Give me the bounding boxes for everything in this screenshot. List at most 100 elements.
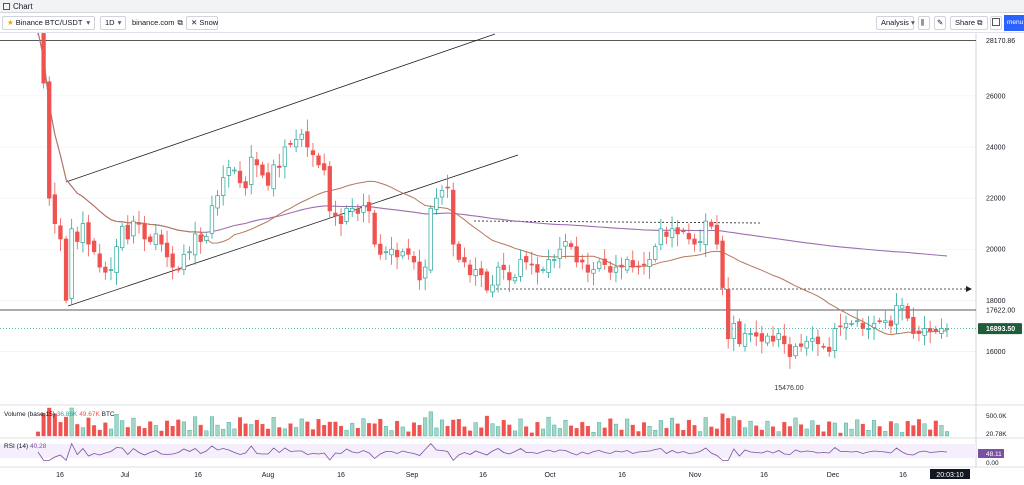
volume-bar <box>108 428 113 437</box>
volume-bar <box>456 419 461 437</box>
candle <box>170 253 175 268</box>
symbol-selector[interactable]: ★ Binance BTC/USDT ▾ <box>2 16 95 30</box>
candle <box>720 240 725 288</box>
candle <box>316 155 321 166</box>
volume-bar <box>378 418 383 437</box>
candle <box>507 272 512 281</box>
volume-bar <box>468 430 473 437</box>
volume-bar <box>131 417 136 437</box>
indicators-button[interactable]: ⫼ <box>918 16 930 30</box>
candle <box>922 328 927 336</box>
volume-bar <box>479 427 484 437</box>
star-icon[interactable]: ★ <box>7 18 14 27</box>
candle <box>80 223 86 243</box>
candle <box>389 248 394 256</box>
candle <box>423 266 428 279</box>
volume-bar <box>546 416 551 437</box>
candle <box>136 222 142 225</box>
candle <box>540 269 546 272</box>
candle <box>394 249 400 258</box>
candle <box>41 33 46 84</box>
volume-bar <box>894 423 899 437</box>
candle <box>613 266 619 273</box>
volume-bar <box>636 431 641 437</box>
candle <box>406 248 411 255</box>
time-axis: 16 Jul 16 Aug 16 Sep 16 Oct 16 Nov 16 Dec 16 <box>56 472 907 479</box>
volume-bar <box>692 425 697 437</box>
channel-lower-line[interactable] <box>67 154 519 307</box>
candle <box>664 231 669 237</box>
channel-upper-line[interactable] <box>65 33 496 183</box>
time-badge <box>930 469 970 479</box>
candle <box>843 322 849 328</box>
x-tick-label: 16 <box>760 472 768 479</box>
volume-bar <box>916 419 921 437</box>
candle <box>344 207 349 222</box>
volume-bar <box>563 420 568 437</box>
volume-bar <box>294 427 299 437</box>
candle <box>63 238 69 301</box>
share-label: Share <box>955 18 976 27</box>
x-tick-label: Nov <box>689 472 702 479</box>
volume-bar <box>36 431 41 437</box>
volume-bar <box>625 418 630 437</box>
candle <box>871 322 877 328</box>
chevron-down-icon: ▾ <box>117 18 122 27</box>
candle <box>265 172 271 186</box>
candle <box>288 142 293 145</box>
candle <box>894 305 899 325</box>
candle <box>512 276 518 282</box>
source-link[interactable]: binance.com ⧉ <box>132 16 183 30</box>
candle <box>120 225 125 249</box>
candle <box>338 215 344 225</box>
candle <box>232 169 237 172</box>
candle <box>529 263 534 266</box>
candle <box>653 246 658 260</box>
candle <box>810 338 815 342</box>
candle <box>759 333 764 342</box>
candle <box>770 335 776 342</box>
x-tick-label: Oct <box>545 472 556 479</box>
low-annotation: 15476.00 <box>774 385 803 392</box>
volume-bar <box>187 430 192 437</box>
y-tick-label: 22000 <box>986 196 1006 203</box>
chart-area[interactable]: 16000 18000 20000 22000 24000 26000 15476.00 … <box>0 23 1024 480</box>
volume-bar <box>52 413 57 437</box>
candle <box>176 268 181 271</box>
candle <box>103 266 108 273</box>
snow-label: Snow <box>199 18 219 27</box>
volume-bar <box>69 407 74 437</box>
volume-bar <box>888 421 893 437</box>
candle <box>580 259 585 263</box>
share-button[interactable]: Share ⧉ <box>950 16 988 30</box>
volume-bar <box>198 424 203 437</box>
analysis-button[interactable]: Analysis ▾ <box>876 16 915 30</box>
candle <box>305 131 310 148</box>
rsi-axis-tick: 0.00 <box>986 460 999 467</box>
volume-bar <box>653 430 658 437</box>
volume-bar <box>383 426 388 437</box>
fullscreen-button[interactable] <box>990 16 1002 30</box>
candle <box>282 146 288 167</box>
candle <box>546 259 551 273</box>
y-tick-label: 24000 <box>986 145 1006 152</box>
snow-button[interactable]: ✕ Snow <box>186 16 218 30</box>
candle <box>226 167 231 176</box>
volume-bar <box>58 422 63 437</box>
interval-selector[interactable]: 1D ▾ <box>100 16 126 30</box>
price-axis: 16000 18000 20000 22000 24000 26000 <box>986 93 1006 356</box>
external-link-icon: ⧉ <box>977 18 983 27</box>
volume-bar <box>827 421 832 437</box>
volume-bar <box>737 420 742 437</box>
candle <box>574 246 579 263</box>
candle <box>131 220 136 237</box>
volume-bar <box>86 417 91 437</box>
menu-button[interactable]: menu <box>1004 15 1024 31</box>
volume-bar <box>860 423 865 437</box>
draw-button[interactable]: ✎ <box>934 16 946 30</box>
candle <box>568 243 574 248</box>
volume-unit: BTC <box>102 411 115 418</box>
candle <box>451 189 456 245</box>
candle <box>832 328 837 351</box>
